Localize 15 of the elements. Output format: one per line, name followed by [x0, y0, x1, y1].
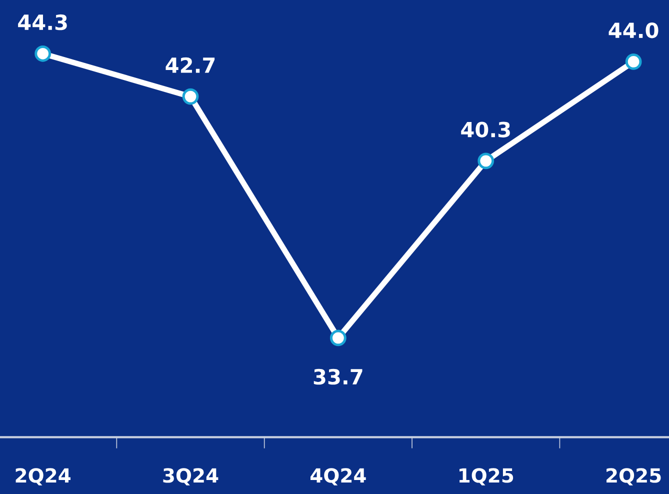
data-label: 40.3	[461, 122, 510, 138]
data-label: 44.3	[18, 14, 67, 30]
data-label: 42.7	[166, 57, 215, 73]
x-tick-label: 4Q24	[310, 468, 366, 486]
data-label: 44.0	[608, 22, 658, 38]
x-tick-label: 2Q24	[16, 468, 70, 486]
point	[182, 88, 199, 105]
x-tick-label: 1Q25	[460, 468, 514, 486]
point	[34, 45, 52, 62]
point	[330, 330, 346, 346]
point	[625, 53, 642, 70]
x-tick-label: 3Q24	[163, 468, 218, 486]
x-tick-label: 2Q25	[606, 468, 661, 486]
data-label: 33.7	[314, 368, 362, 385]
point	[478, 152, 494, 170]
